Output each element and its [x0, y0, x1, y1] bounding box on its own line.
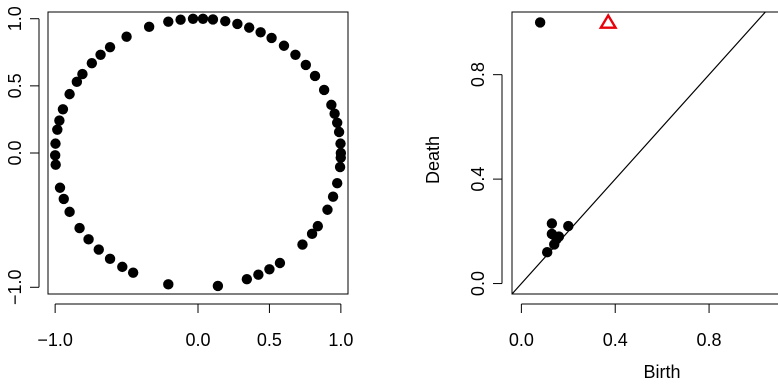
data-point	[255, 27, 266, 38]
data-point	[241, 273, 253, 285]
data-point	[546, 218, 558, 229]
y-tick-label: 0.5	[5, 73, 25, 98]
x-tick-label: 0.5	[257, 330, 282, 350]
data-point	[309, 70, 321, 82]
data-point	[329, 108, 340, 119]
data-point	[243, 22, 255, 33]
data-point	[77, 68, 88, 80]
y-tick-label: 0.0	[5, 140, 25, 165]
data-point	[326, 99, 337, 111]
data-point	[64, 206, 75, 218]
data-point	[121, 31, 132, 42]
data-point	[274, 257, 286, 269]
data-point	[232, 18, 243, 30]
data-point	[278, 40, 290, 51]
y-tick-label: 0.4	[468, 167, 488, 192]
data-point	[334, 161, 346, 173]
x-tick-label: 0.0	[185, 330, 210, 350]
data-point	[327, 191, 339, 202]
data-point	[93, 244, 104, 255]
data-point	[335, 138, 346, 149]
data-point	[127, 267, 139, 278]
y-tick-label: 0.8	[468, 62, 488, 87]
data-point	[207, 14, 219, 25]
y-tick-label: −1.0	[5, 270, 25, 306]
data-point	[300, 59, 312, 71]
circle-scatter-plot: −1.0 0.0 0.5 1.0 −1.0 0.0 0.5 1.0	[5, 6, 353, 350]
data-point	[318, 84, 330, 96]
data-point	[95, 49, 106, 60]
data-point	[71, 76, 83, 88]
data-point	[312, 220, 324, 232]
data-point	[143, 21, 155, 33]
plot-frame	[511, 11, 778, 295]
data-points	[534, 13, 618, 258]
data-point	[197, 13, 209, 24]
x-tick-label: 0.8	[697, 330, 722, 350]
data-point	[49, 150, 61, 161]
data-point	[50, 138, 61, 149]
data-point	[333, 126, 345, 138]
data-point	[331, 117, 343, 128]
x-tick-label: 0.4	[603, 330, 628, 350]
data-point	[64, 88, 75, 100]
y-tick-label: 1.0	[5, 6, 25, 31]
triangle-point	[598, 13, 618, 29]
y-tick-label: 0.0	[468, 271, 488, 296]
data-point	[335, 152, 346, 163]
data-point	[83, 234, 94, 245]
y-axis: 0.0 0.4 0.8 Death	[423, 62, 503, 296]
plot-frame	[47, 11, 349, 295]
y-axis-label: Death	[423, 136, 443, 184]
data-point	[50, 159, 61, 170]
data-point	[297, 239, 308, 250]
data-point	[264, 264, 275, 275]
data-point	[163, 279, 174, 290]
data-point	[57, 104, 69, 115]
persistence-diagram-plot: 0.0 0.4 0.8 Birth 0.0 0.4 0.8 Death	[423, 11, 778, 382]
data-point	[331, 178, 343, 189]
data-point	[104, 41, 116, 53]
x-tick-label: 1.0	[328, 330, 353, 350]
data-point	[104, 253, 116, 265]
data-point	[553, 231, 565, 242]
data-point	[253, 269, 264, 280]
data-point	[58, 193, 69, 205]
y-axis: −1.0 0.0 0.5 1.0	[5, 6, 40, 306]
x-tick-label: 0.0	[509, 330, 534, 350]
data-point	[306, 228, 318, 240]
data-point	[74, 222, 85, 234]
data-point	[563, 220, 574, 232]
data-point	[212, 280, 224, 292]
data-point	[290, 49, 301, 60]
data-point	[52, 124, 63, 135]
data-point	[322, 204, 333, 215]
data-point	[541, 247, 553, 258]
x-axis: −1.0 0.0 0.5 1.0	[37, 303, 353, 350]
x-tick-label: −1.0	[37, 330, 73, 350]
data-point	[163, 16, 174, 27]
data-point	[117, 261, 128, 273]
x-axis-label: Birth	[643, 362, 680, 382]
data-point	[54, 115, 65, 126]
x-axis: 0.0 0.4 0.8 Birth	[509, 303, 778, 382]
data-point	[187, 13, 199, 24]
data-point	[54, 182, 66, 193]
data-point	[266, 32, 277, 44]
data-point	[534, 17, 546, 28]
data-points	[49, 13, 347, 292]
data-point	[175, 14, 186, 25]
data-point	[220, 15, 231, 27]
data-point	[86, 57, 98, 69]
